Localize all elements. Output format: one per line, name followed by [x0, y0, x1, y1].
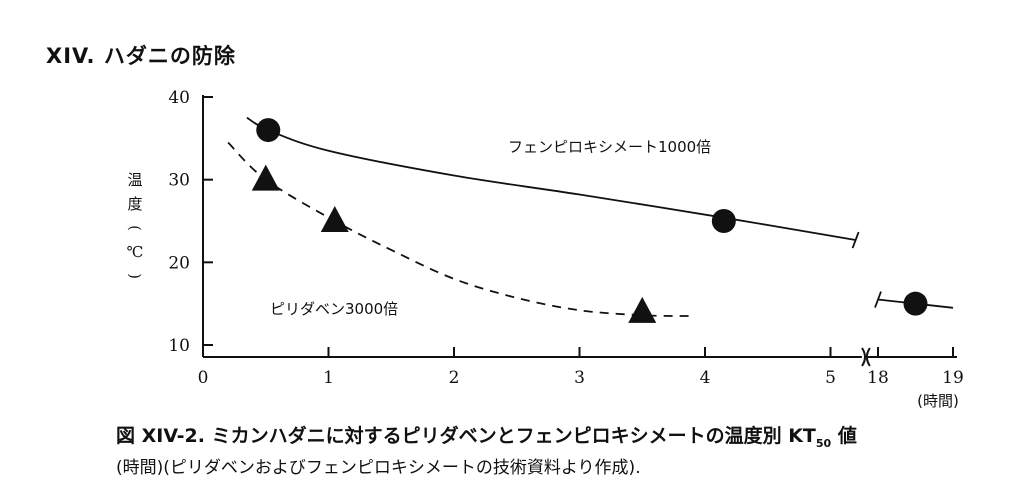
- x-tick-label: 18: [867, 368, 889, 388]
- caption-subscript: 50: [815, 436, 832, 450]
- y-tick-label: 30: [168, 171, 190, 191]
- x-tick-label: 3: [574, 368, 585, 388]
- series-end-tick: [851, 231, 860, 249]
- chart-marks: [251, 118, 928, 323]
- axis-break-mark: [865, 347, 871, 367]
- x-tick-label: 0: [198, 368, 209, 388]
- data-point-circle: [711, 209, 736, 233]
- y-axis-label-char: (: [126, 225, 144, 231]
- caption-main: 図 XIV-2. ミカンハダニに対するピリダベンとフェンピロキシメートの温度別 …: [116, 425, 816, 447]
- chart-labels: 10 20 30 40 0 1 2 3 4 5 18 19 (時間) フェンピロキシメート1000倍ピリダ…: [168, 88, 963, 410]
- x-tick-label: 19: [942, 368, 964, 388]
- y-axis-label-char: 温: [127, 171, 143, 189]
- series-line: [227, 141, 693, 317]
- y-axis-label-char: 度: [127, 195, 143, 213]
- figure-caption-sub: (時間)(ピリダベンおよびフェンピロキシメートの技術資料より作成).: [116, 458, 641, 478]
- data-point-triangle: [628, 296, 657, 323]
- chart-ticks: [202, 96, 954, 357]
- y-axis-label-char: ℃: [126, 243, 144, 261]
- y-axis-label: 温 度 ( ℃ ): [124, 168, 146, 288]
- x-axis-label: (時間): [917, 392, 959, 410]
- x-tick-label: 1: [323, 368, 334, 388]
- y-tick-label: 10: [168, 336, 190, 356]
- data-point-circle: [903, 291, 928, 316]
- y-tick-label: 40: [168, 88, 190, 108]
- axis-break-mark: [861, 347, 866, 367]
- caption-tail: 値: [831, 425, 857, 447]
- figure-caption: 図 XIV-2. ミカンハダニに対するピリダベンとフェンピロキシメートの温度別 …: [116, 421, 857, 450]
- series-label: ピリダベン3000倍: [270, 300, 398, 318]
- data-point-circle: [256, 118, 281, 143]
- chart-plot: 10 20 30 40 0 1 2 3 4 5 18 19 (時間) フェンピロキシメート1000倍ピリダ…: [168, 88, 963, 410]
- x-tick-label: 2: [449, 368, 460, 388]
- y-axis-label-char: ): [126, 273, 144, 279]
- series-label: フェンピロキシメート1000倍: [508, 138, 711, 156]
- y-tick-label: 20: [168, 253, 190, 273]
- data-point-triangle: [320, 206, 349, 232]
- x-tick-label: 5: [825, 368, 836, 388]
- series-end-tick: [874, 291, 882, 308]
- section-title: XIV. ハダニの防除: [46, 44, 236, 68]
- data-point-triangle: [251, 164, 280, 191]
- chart-axes: [202, 95, 957, 367]
- x-tick-label: 4: [700, 368, 711, 388]
